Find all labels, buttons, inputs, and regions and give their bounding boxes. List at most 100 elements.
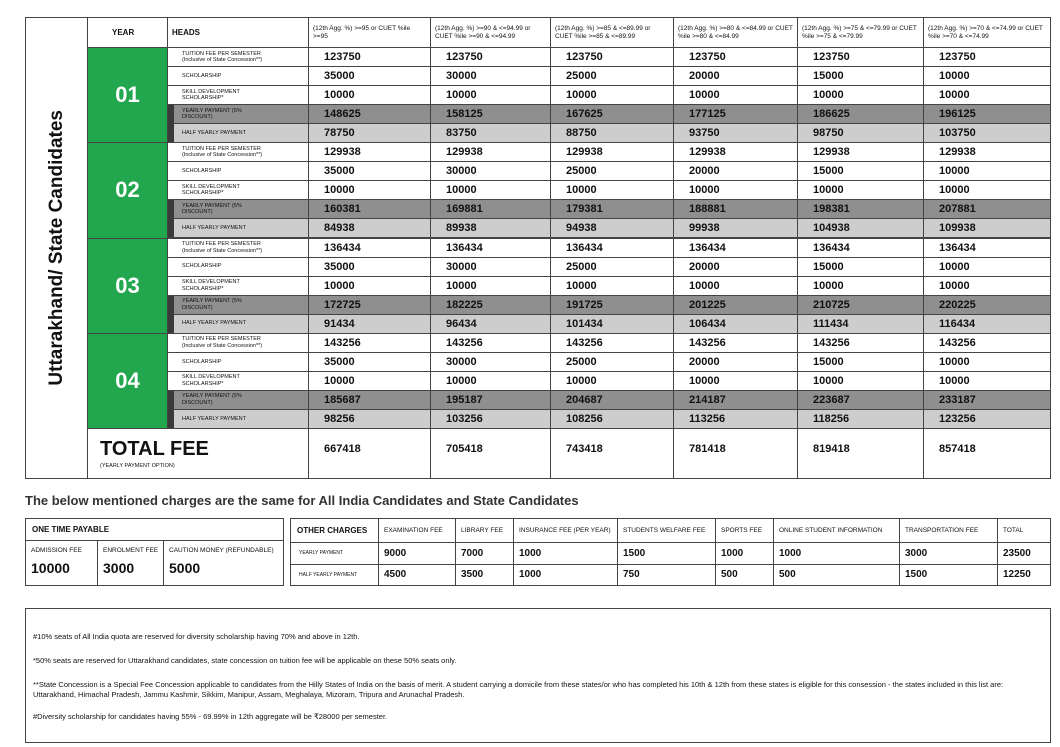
fee-value: 93750 (673, 123, 798, 144)
total-sublabel: (YEARLY PAYMENT OPTION) (100, 463, 175, 469)
other-charges-value: 12250 (997, 563, 1051, 586)
fee-value: 10000 (550, 370, 674, 391)
one-time-item: ADMISSION FEE 10000 (25, 540, 98, 586)
fee-value: 143256 (923, 332, 1051, 353)
section-heading: The below mentioned charges are the same… (25, 493, 579, 508)
fee-value: 98750 (797, 123, 924, 144)
fee-value: 94938 (550, 218, 674, 239)
other-charges-value: 1000 (715, 542, 774, 565)
fee-value: 214187 (673, 389, 798, 410)
fee-value: 196125 (923, 104, 1051, 125)
other-charges-value: 3000 (899, 542, 998, 565)
fee-value: 136434 (430, 237, 551, 258)
fee-value: 136434 (308, 237, 431, 258)
fee-value: 123750 (797, 47, 924, 68)
column-header: (12th Agg. %) >=95 or CUET %ile >=95 (308, 17, 431, 48)
note: #10% seats of All India quota are reserv… (33, 632, 360, 641)
other-charges-header: STUDENTS WELFARE FEE (617, 518, 716, 543)
one-time-value: 5000 (169, 560, 201, 576)
total-label-cell: TOTAL FEE (YEARLY PAYMENT OPTION) (87, 428, 309, 479)
fee-value: 25000 (550, 256, 674, 277)
column-header: (12th Agg. %) >=70 & <=74.99 or CUET %il… (923, 17, 1051, 48)
fee-value: 20000 (673, 66, 798, 87)
fee-value: 201225 (673, 294, 798, 315)
head-cell: HALF YEARLY PAYMENT (167, 313, 309, 334)
column-header: (12th Agg. %) >=85 & <=89.99 or CUET %il… (550, 17, 674, 48)
fee-value: 88750 (550, 123, 674, 144)
fee-value: 10000 (923, 161, 1051, 182)
fee-value: 136434 (550, 237, 674, 258)
fee-value: 123750 (550, 47, 674, 68)
other-charges-value: 9000 (378, 542, 456, 565)
payment-option-strip (168, 295, 174, 333)
fee-value: 20000 (673, 256, 798, 277)
fee-value: 191725 (550, 294, 674, 315)
other-charges-header: TRANSPORTATION FEE (899, 518, 998, 543)
other-charges-header: ONLINE STUDENT INFORMATION (773, 518, 900, 543)
fee-value: 198381 (797, 199, 924, 220)
fee-value: 10000 (550, 180, 674, 201)
other-charges-header: OTHER CHARGES (290, 518, 379, 543)
fee-value: 35000 (308, 66, 431, 87)
head-cell: SCHOLARSHIP (167, 161, 309, 182)
fee-value: 111434 (797, 313, 924, 334)
fee-value: 15000 (797, 256, 924, 277)
fee-value: 186625 (797, 104, 924, 125)
fee-value: 10000 (308, 85, 431, 106)
year-cell: 01 (87, 47, 168, 144)
other-charges-header: LIBRARY FEE (455, 518, 514, 543)
fee-value: 10000 (797, 180, 924, 201)
fee-value: 20000 (673, 161, 798, 182)
fee-value: 123750 (430, 47, 551, 68)
other-charges-header: EXAMINATION FEE (378, 518, 456, 543)
fee-value: 103750 (923, 123, 1051, 144)
fee-value: 185687 (308, 389, 431, 410)
fee-value: 123750 (308, 47, 431, 68)
fee-value: 10000 (308, 180, 431, 201)
column-header: (12th Agg. %) >=75 & <=79.99 or CUET %il… (797, 17, 924, 48)
fee-value: 99938 (673, 218, 798, 239)
fee-value: 129938 (430, 142, 551, 163)
head-cell: YEARLY PAYMENT (5% DISCOUNT) (167, 294, 309, 315)
other-charges-row-label: HALF YEARLY PAYMENT (290, 563, 379, 586)
fee-value: 10000 (308, 275, 431, 296)
fee-value: 148625 (308, 104, 431, 125)
fee-value: 10000 (923, 66, 1051, 87)
fee-value: 25000 (550, 66, 674, 87)
other-charges-value: 4500 (378, 563, 456, 586)
fee-value: 207881 (923, 199, 1051, 220)
head-cell: SKILL DEVELOPMENT SCHOLARSHIP* (167, 85, 309, 106)
payment-option-strip (168, 390, 174, 428)
head-cell: SKILL DEVELOPMENT SCHOLARSHIP* (167, 275, 309, 296)
fee-value: 10000 (923, 275, 1051, 296)
fee-value: 106434 (673, 313, 798, 334)
head-cell: HALF YEARLY PAYMENT (167, 408, 309, 429)
one-time-value: 10000 (31, 560, 70, 576)
other-charges-value: 1500 (899, 563, 998, 586)
fee-value: 195187 (430, 389, 551, 410)
head-cell: TUITION FEE PER SEMESTER (Inclusive of S… (167, 237, 309, 258)
fee-value: 83750 (430, 123, 551, 144)
note: #Diversity scholarship for candidates ha… (33, 712, 388, 721)
fee-value: 116434 (923, 313, 1051, 334)
total-value: 857418 (923, 428, 1051, 479)
one-time-item: CAUTION MONEY (REFUNDABLE) 5000 (163, 540, 284, 586)
fee-value: 143256 (308, 332, 431, 353)
fee-value: 10000 (797, 275, 924, 296)
fee-value: 10000 (430, 275, 551, 296)
fee-value: 220225 (923, 294, 1051, 315)
fee-value: 129938 (673, 142, 798, 163)
fee-value: 96434 (430, 313, 551, 334)
column-header: YEAR (87, 17, 168, 48)
total-value: 743418 (550, 428, 674, 479)
fee-value: 15000 (797, 351, 924, 372)
fee-value: 35000 (308, 161, 431, 182)
fee-value: 30000 (430, 351, 551, 372)
fee-value: 210725 (797, 294, 924, 315)
fee-value: 20000 (673, 351, 798, 372)
fee-value: 84938 (308, 218, 431, 239)
one-time-label: CAUTION MONEY (REFUNDABLE) (169, 547, 274, 554)
fee-value: 15000 (797, 161, 924, 182)
fee-value: 129938 (550, 142, 674, 163)
